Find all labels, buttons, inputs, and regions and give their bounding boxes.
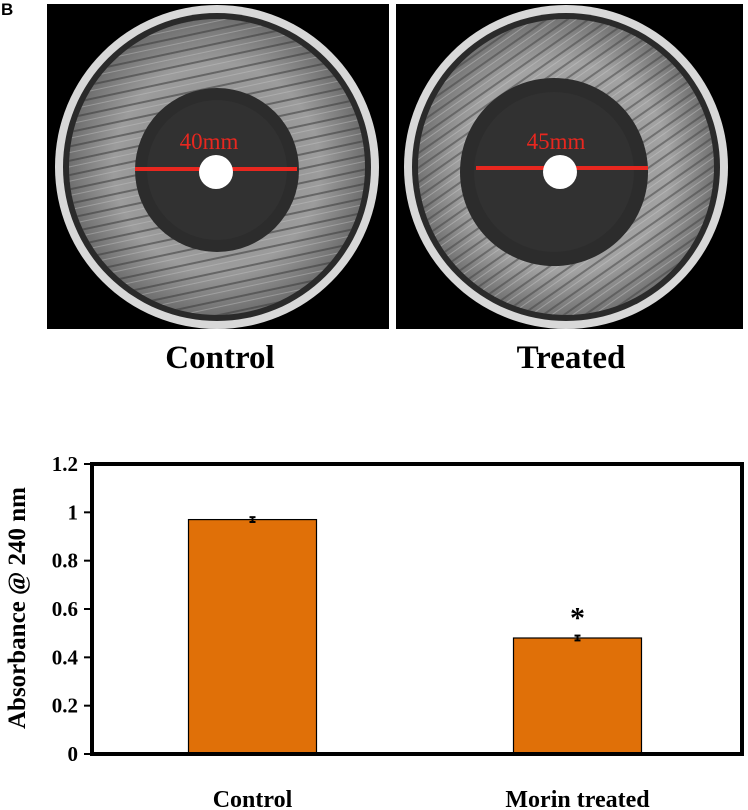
treated-plate-photo: 45mm [396, 4, 743, 329]
y-tick-label: 0 [68, 742, 79, 766]
x-category-label: Control [213, 787, 293, 810]
significance-asterisk: * [570, 602, 585, 635]
control-plate-photo: 40mm [47, 4, 389, 329]
treated-zone-label: 45mm [527, 129, 586, 154]
panel-letter: B [1, 0, 14, 19]
control-zone-label: 40mm [180, 129, 239, 154]
y-tick-label: 0.8 [52, 549, 78, 573]
treated-antibiotic-disc [543, 155, 577, 189]
x-category-label: Morin treated [505, 787, 650, 810]
control-antibiotic-disc [199, 155, 233, 189]
y-tick-label: 1.2 [52, 452, 78, 476]
bar-control [187, 518, 318, 755]
y-tick-label: 0.6 [52, 597, 78, 621]
y-tick-label: 1 [68, 500, 79, 524]
absorbance-bar-chart: Absorbance @ 240 nm 00.20.40.60.811.2 * … [4, 452, 744, 810]
y-axis-title: Absorbance @ 240 nm [4, 487, 31, 729]
treated-plate-caption: Treated [516, 340, 626, 376]
plot-frame [90, 462, 744, 756]
y-tick-label: 0.4 [52, 645, 79, 669]
y-tick-label: 0.2 [52, 694, 78, 718]
control-plate-caption: Control [165, 340, 275, 376]
bar-morin-treated [512, 637, 643, 755]
